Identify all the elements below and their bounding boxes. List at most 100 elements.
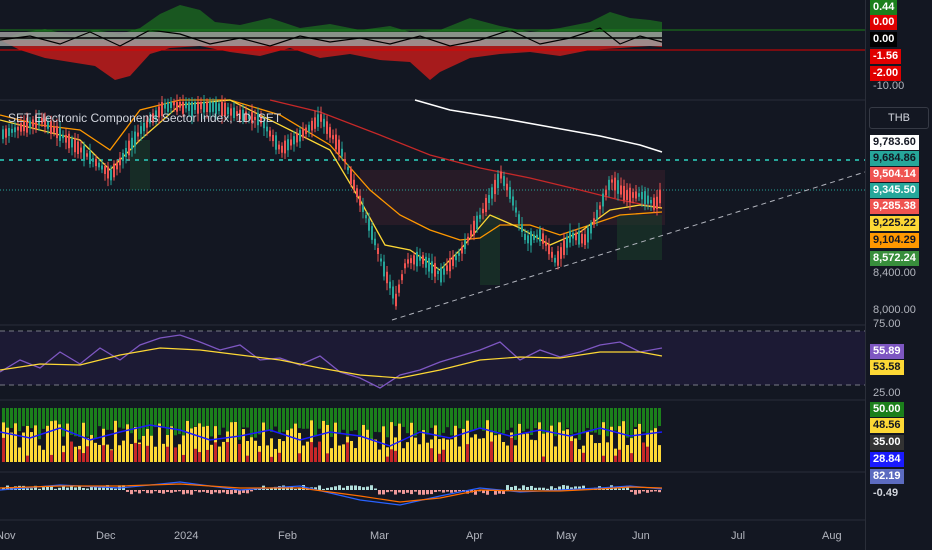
- volume-bar-yellow: [302, 445, 305, 462]
- macd-histogram-bar: [386, 490, 389, 493]
- candle-body: [293, 136, 295, 145]
- volume-bar-yellow: [122, 440, 125, 462]
- macd-histogram-bar: [542, 487, 545, 490]
- candle-body: [386, 271, 388, 284]
- volume-bar-yellow: [402, 448, 405, 462]
- macd-histogram-bar: [578, 486, 581, 490]
- volume-bar-green: [258, 408, 261, 435]
- volume-bar-yellow: [82, 422, 85, 462]
- macd-histogram-bar: [502, 490, 505, 495]
- volume-bar-green: [158, 408, 161, 427]
- candle-body: [68, 133, 70, 149]
- volume-bar-green: [238, 408, 241, 440]
- volume-bar-green: [110, 408, 113, 430]
- volume-bar-red: [138, 444, 141, 462]
- volume-bar-green: [154, 408, 157, 428]
- volume-bar-green: [498, 408, 501, 433]
- volume-bar-green: [58, 408, 61, 427]
- macd-histogram-bar: [314, 487, 317, 490]
- macd-histogram-bar: [190, 490, 193, 495]
- macd-histogram-bar: [530, 485, 533, 490]
- candle-body: [260, 116, 262, 124]
- macd-histogram-bar: [198, 490, 201, 493]
- macd-histogram-bar: [54, 488, 57, 490]
- volume-bar-red: [214, 442, 217, 462]
- volume-oscillator-pane: [0, 408, 663, 462]
- volume-bar-yellow: [194, 426, 197, 462]
- volume-bar-yellow: [530, 439, 533, 462]
- macd-histogram-bar: [438, 490, 441, 492]
- macd-histogram-bar: [370, 485, 373, 490]
- volume-bar-green: [530, 408, 533, 436]
- volume-bar-red: [390, 449, 393, 462]
- volume-bar-red: [278, 452, 281, 462]
- volume-bar-red: [102, 445, 105, 462]
- candle-body: [647, 195, 649, 204]
- volume-bar-green: [350, 408, 353, 431]
- volume-bar-green: [622, 408, 625, 435]
- time-axis-label: Apr: [466, 530, 484, 542]
- macd-histogram-bar: [250, 490, 253, 492]
- candle-body: [311, 120, 313, 131]
- candle-body: [92, 158, 94, 162]
- candle-body: [188, 102, 190, 111]
- macd-histogram-bar: [646, 490, 649, 493]
- candle-body: [53, 126, 55, 133]
- macd-histogram-bar: [382, 490, 385, 495]
- volume-bar-yellow: [654, 428, 657, 462]
- volume-bar-red: [2, 437, 5, 462]
- volume-bar-green: [22, 408, 25, 427]
- volume-bar-green: [610, 408, 613, 427]
- volume-bar-green: [286, 408, 289, 435]
- volume-bar-green: [462, 408, 465, 439]
- volume-bar-green: [250, 408, 253, 439]
- candle-body: [656, 196, 658, 209]
- macd-histogram-bar: [614, 488, 617, 490]
- volume-bar-green: [402, 408, 405, 427]
- candle-body: [590, 223, 592, 234]
- chart-plot-area[interactable]: [0, 0, 865, 550]
- macd-histogram-bar: [390, 490, 393, 492]
- volume-bar-yellow: [534, 440, 537, 462]
- candle-body: [179, 102, 181, 108]
- currency-selector[interactable]: THB: [869, 107, 929, 129]
- volume-bar-green: [322, 408, 325, 428]
- volume-bar-yellow: [482, 438, 485, 462]
- candle-body: [128, 140, 130, 156]
- volume-bar-green: [362, 408, 365, 427]
- volume-bar-red: [510, 437, 513, 462]
- candle-body: [149, 118, 151, 124]
- volume-bar-green: [218, 408, 221, 435]
- volume-bar-yellow: [634, 429, 637, 462]
- macd-histogram-bar: [634, 490, 637, 495]
- volume-bar-red: [246, 455, 249, 462]
- macd-histogram-bar: [34, 485, 37, 490]
- macd-histogram-bar: [418, 490, 421, 495]
- candle-body: [269, 130, 271, 137]
- candle-body: [227, 107, 229, 115]
- volume-bar-yellow: [234, 421, 237, 462]
- tick-label: 75.00: [873, 318, 901, 330]
- macd-histogram-bar: [166, 490, 169, 493]
- candle-body: [494, 179, 496, 195]
- candle-body: [302, 129, 304, 138]
- candle-body: [275, 135, 277, 150]
- volume-bar-green: [526, 408, 529, 429]
- candle-body: [491, 187, 493, 199]
- volume-bar-green: [374, 408, 377, 432]
- candle-body: [317, 114, 319, 127]
- price-axis[interactable]: THB -10.00 75.00 25.00 8,400.00 8,000.00…: [865, 0, 932, 550]
- candle-body: [443, 268, 445, 275]
- volume-bar-green: [430, 408, 433, 428]
- candle-body: [536, 234, 538, 238]
- candle-body: [470, 230, 472, 237]
- volume-bar-red: [326, 453, 329, 462]
- macd-histogram-bar: [130, 490, 133, 495]
- volume-bar-green: [166, 408, 169, 436]
- macd-histogram-bar: [194, 490, 197, 492]
- candle-body: [116, 162, 118, 170]
- candle-body: [482, 208, 484, 214]
- volume-bar-green: [98, 408, 101, 427]
- candle-body: [98, 162, 100, 168]
- macd-value-label: 82.19: [870, 469, 904, 484]
